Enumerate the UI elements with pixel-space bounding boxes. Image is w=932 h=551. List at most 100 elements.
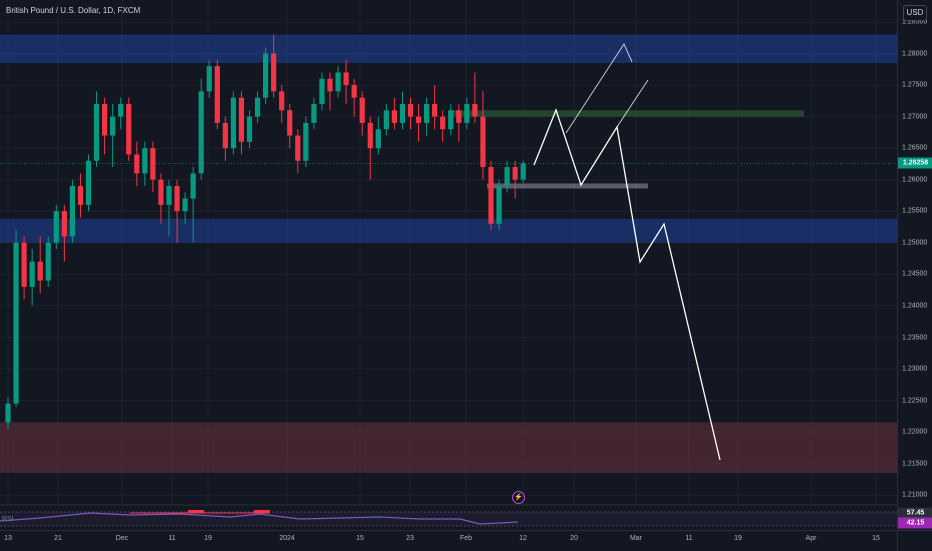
axis-corner (897, 530, 932, 551)
price-axis-label: 1.24000 (902, 302, 928, 310)
time-axis-label: Feb (459, 535, 473, 542)
time-axis-label: 20 (570, 535, 578, 542)
candle-body (448, 110, 454, 130)
rsi-line (0, 512, 519, 525)
candle-body (150, 148, 156, 180)
candle-body (190, 173, 196, 199)
projection-path-upper-2 (616, 79, 649, 128)
time-axis-label: 19 (734, 535, 742, 542)
price-axis-label: 1.22000 (902, 428, 928, 436)
price-chart-canvas[interactable] (0, 0, 897, 530)
candle-body (383, 110, 389, 130)
lightning-icon[interactable]: ⚡ (512, 491, 525, 504)
candle-body (142, 148, 148, 174)
candle-body (93, 103, 100, 161)
rsi-label: RSI (2, 516, 14, 523)
candle-body (279, 91, 285, 111)
candle-body (158, 179, 164, 205)
candle-body (134, 154, 140, 174)
candle-body (359, 97, 365, 123)
candle-body (246, 116, 253, 142)
candle-body (85, 160, 92, 205)
candle-body (222, 122, 228, 149)
candle-body (118, 103, 124, 117)
rsi-panel (0, 504, 897, 527)
candle-body (520, 163, 526, 180)
candle-body (126, 103, 132, 155)
resistance-zone-top (0, 34, 897, 63)
candle-body (472, 103, 478, 117)
price-axis-label: 1.21000 (902, 491, 928, 499)
candle-body (174, 185, 180, 212)
time-axis-label: 19 (204, 535, 212, 542)
candle-body (5, 403, 11, 423)
candle-body (61, 211, 67, 237)
candle-body (182, 198, 188, 212)
candle-body (37, 261, 43, 281)
candle-body (254, 97, 261, 117)
time-axis[interactable]: 13 21 Dec 11 19 2024 15 23 Feb 12 20 Mar 11 19 Apr 15 (0, 530, 897, 551)
price-axis-label: 1.25000 (902, 239, 928, 247)
candle-body (287, 110, 293, 136)
price-axis-label: 1.28500 (902, 18, 928, 26)
price-axis[interactable]: 1.28500 1.28000 1.27500 1.27000 1.26500 1.260… (897, 0, 932, 530)
candle-body (45, 242, 51, 281)
candle-body (440, 116, 446, 130)
candle-body (303, 122, 309, 161)
time-axis-label: 23 (406, 535, 414, 542)
price-axis-label: 1.26500 (902, 144, 928, 152)
candle-body (311, 103, 317, 123)
candle-body (424, 103, 430, 123)
target-zone-green (450, 110, 804, 117)
candle-body (367, 122, 373, 149)
candle-body (53, 211, 59, 243)
gray-level-box (487, 183, 648, 189)
candle-body (343, 72, 349, 86)
symbol-title[interactable]: British Pound / U.S. Dollar, 1D, FXCM (6, 6, 141, 15)
candlestick-series (5, 34, 526, 429)
candle-body (480, 116, 486, 168)
candle-body (166, 185, 172, 205)
chart-grid (0, 0, 897, 505)
projection-path-upper (565, 42, 633, 134)
projection-drawings (533, 42, 721, 461)
candle-body (271, 53, 277, 92)
time-axis-label: 2024 (279, 535, 295, 542)
rsi-marker (188, 510, 204, 513)
candle-body (206, 66, 212, 92)
candle-body (496, 185, 502, 224)
time-axis-label: 21 (54, 535, 62, 542)
candle-body (110, 116, 116, 136)
candle-body (214, 66, 220, 123)
candle-body (77, 185, 84, 205)
candle-body (327, 78, 333, 92)
candle-body (464, 103, 470, 123)
time-axis-label: Apr (805, 535, 817, 542)
time-axis-label: Dec (115, 535, 129, 542)
candle-body (399, 103, 406, 123)
price-axis-label: 1.25500 (902, 207, 928, 215)
price-axis-label: 1.23000 (902, 365, 928, 373)
price-axis-label: 1.26000 (902, 176, 928, 184)
price-axis-label: 1.23500 (902, 334, 928, 341)
time-axis-label: 12 (519, 535, 527, 542)
time-axis-label: 13 (4, 535, 12, 542)
time-axis-label: 15 (872, 535, 880, 542)
currency-button[interactable]: USD (903, 5, 927, 21)
candle-body (512, 167, 518, 180)
rsi-value-tag: 42.15 (898, 517, 932, 529)
candle-body (415, 116, 422, 123)
price-axis-label: 1.24500 (902, 270, 928, 278)
candle-body (29, 261, 35, 287)
candle-body (456, 110, 462, 123)
candle-body (13, 242, 19, 404)
candle-body (21, 242, 27, 287)
candle-body (407, 103, 414, 117)
candle-body (335, 72, 341, 92)
candle-body (432, 103, 438, 117)
time-axis-label: 11 (685, 535, 693, 542)
price-axis-label: 1.28000 (902, 50, 928, 58)
candle-body (263, 53, 269, 98)
candle-body (375, 129, 381, 149)
